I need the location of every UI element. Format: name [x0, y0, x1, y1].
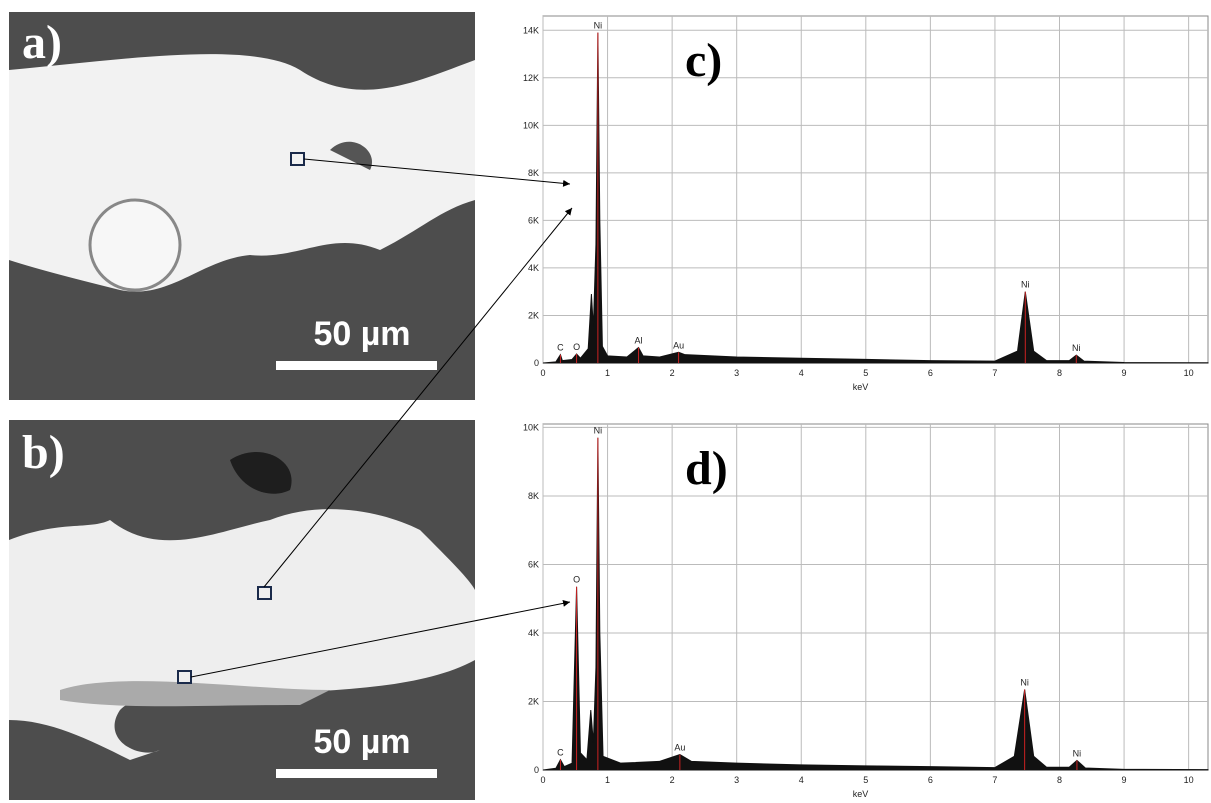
x-tick-label: 10: [1184, 775, 1194, 785]
peak-label: C: [557, 343, 564, 353]
x-axis-label: keV: [853, 789, 869, 799]
y-tick-label: 0: [534, 358, 539, 368]
scale-bar-label: 50 µm: [313, 723, 410, 761]
y-tick-label: 8K: [528, 168, 539, 178]
x-tick-label: 0: [540, 368, 545, 378]
peak-label: Ni: [594, 21, 603, 31]
y-tick-label: 10K: [523, 120, 539, 130]
x-tick-label: 10: [1184, 368, 1194, 378]
x-tick-label: 0: [540, 775, 545, 785]
x-tick-label: 8: [1057, 775, 1062, 785]
peak-label: O: [573, 342, 580, 352]
peak-label: O: [573, 575, 580, 585]
x-tick-label: 4: [799, 368, 804, 378]
x-tick-label: 2: [670, 775, 675, 785]
peak-label: Ni: [1020, 677, 1029, 687]
x-tick-label: 5: [863, 368, 868, 378]
x-tick-label: 1: [605, 775, 610, 785]
panel-label: a): [22, 16, 62, 69]
peak-label: Ni: [1072, 343, 1081, 353]
plot-area: [542, 423, 1209, 771]
spectrum: [542, 437, 1209, 771]
x-tick-label: 6: [928, 368, 933, 378]
x-tick-label: 6: [928, 775, 933, 785]
x-axis-label: keV: [853, 382, 869, 392]
peak-label: Au: [673, 340, 684, 350]
y-tick-label: 8K: [528, 491, 539, 501]
x-tick-label: 7: [992, 368, 997, 378]
y-tick-label: 2K: [528, 696, 539, 706]
y-tick-label: 6K: [528, 559, 539, 569]
x-tick-label: 3: [734, 368, 739, 378]
arrows: [190, 158, 573, 678]
y-tick-label: 2K: [528, 310, 539, 320]
scale-bar-label: 50 µm: [313, 315, 410, 353]
peak-label: Ni: [1073, 748, 1082, 758]
x-tick-label: 2: [670, 368, 675, 378]
x-tick-label: 5: [863, 775, 868, 785]
sem-image-a: a) 50 µm: [9, 12, 475, 400]
peak-label: Al: [635, 336, 643, 346]
y-tick-label: 0: [534, 765, 539, 775]
spectrum: [542, 32, 1209, 364]
y-tick-label: 4K: [528, 628, 539, 638]
plot-area: [542, 15, 1209, 364]
y-tick-label: 14K: [523, 25, 539, 35]
x-tick-label: 8: [1057, 368, 1062, 378]
x-tick-label: 9: [1122, 368, 1127, 378]
panel-label: b): [22, 426, 65, 479]
sem-image-b: b) 50 µm: [9, 420, 475, 800]
peak-label: Ni: [1021, 280, 1030, 290]
x-tick-label: 4: [799, 775, 804, 785]
x-tick-label: 9: [1122, 775, 1127, 785]
peak-label: C: [557, 748, 564, 758]
peak-label: Au: [674, 743, 685, 753]
panel-label: c): [685, 34, 722, 87]
x-tick-label: 1: [605, 368, 610, 378]
panel-label: d): [685, 442, 728, 495]
y-tick-label: 4K: [528, 263, 539, 273]
y-tick-label: 10K: [523, 422, 539, 432]
x-tick-label: 7: [992, 775, 997, 785]
y-tick-label: 6K: [528, 215, 539, 225]
x-tick-label: 3: [734, 775, 739, 785]
y-tick-label: 12K: [523, 73, 539, 83]
peak-label: Ni: [594, 426, 603, 436]
